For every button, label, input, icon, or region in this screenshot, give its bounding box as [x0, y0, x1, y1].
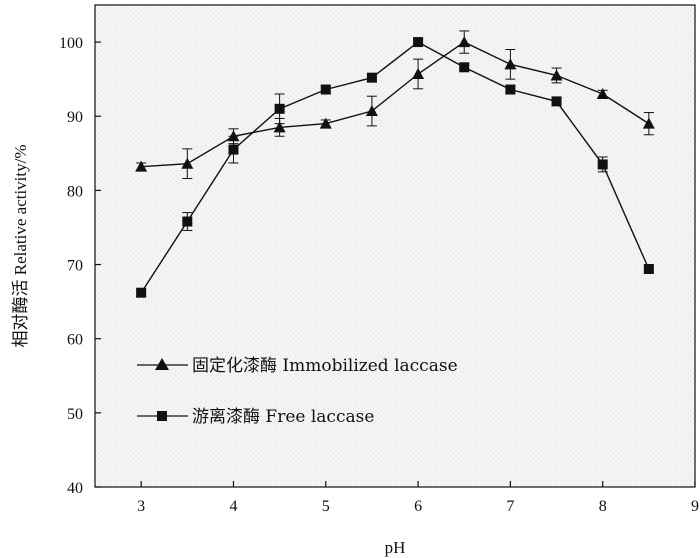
y-tick-label: 70 — [67, 258, 83, 275]
data-point-triangle — [458, 36, 471, 48]
legend-label-immobilized: 固定化漆酶 Immobilized laccase — [192, 356, 458, 376]
x-tick-label: 3 — [137, 498, 145, 515]
y-tick-label: 60 — [67, 332, 83, 349]
y-tick-label: 100 — [59, 35, 83, 52]
x-tick-label: 7 — [506, 498, 514, 515]
triangle-marker-icon — [155, 358, 169, 370]
x-axis-title: pH — [385, 538, 406, 557]
data-point-square — [182, 216, 193, 227]
data-point-triangle — [365, 105, 378, 117]
data-point-square — [366, 72, 377, 83]
x-tick-label: 4 — [229, 498, 237, 515]
y-tick-label: 80 — [67, 183, 83, 200]
data-point-square — [228, 144, 239, 155]
data-point-triangle — [504, 58, 517, 70]
y-tick-label: 40 — [67, 480, 83, 497]
legend-item-immobilized: 固定化漆酶 Immobilized laccase — [137, 356, 458, 376]
data-point-triangle — [596, 87, 609, 99]
data-point-triangle — [642, 117, 655, 129]
plot-frame — [94, 4, 696, 488]
x-tick-label: 6 — [414, 498, 422, 515]
data-point-square — [320, 84, 331, 95]
x-tick-label: 9 — [691, 498, 699, 515]
data-point-square — [274, 103, 285, 114]
axis-ticks: 3 4 5 6 7 8 9 40 50 60 70 80 90 100 — [59, 35, 699, 515]
data-point-square — [643, 263, 654, 274]
square-marker-icon — [157, 411, 167, 421]
data-point-square — [551, 96, 562, 107]
x-tick-label: 5 — [322, 498, 330, 515]
data-point-triangle — [135, 160, 148, 172]
legend-label-free: 游离漆酶 Free laccase — [192, 407, 374, 427]
data-point-triangle — [181, 157, 194, 169]
series-layer — [135, 30, 655, 298]
data-point-square — [505, 84, 516, 95]
plot-area — [95, 5, 695, 487]
data-point-square — [597, 159, 608, 170]
data-point-square — [136, 287, 147, 298]
series-free — [136, 37, 654, 298]
data-point-square — [413, 37, 424, 48]
series-line-free — [140, 41, 650, 294]
legend: 固定化漆酶 Immobilized laccase 游离漆酶 Free lacc… — [137, 356, 458, 427]
data-point-square — [459, 62, 470, 73]
legend-item-free: 游离漆酶 Free laccase — [137, 407, 374, 427]
y-tick-label: 50 — [67, 406, 83, 423]
data-point-triangle — [550, 69, 563, 81]
y-axis-title: 相对酶活 Relative activity/% — [11, 144, 30, 347]
x-tick-label: 8 — [599, 498, 607, 515]
data-point-triangle — [273, 121, 286, 133]
series-line-immobilized — [141, 41, 650, 168]
data-point-triangle — [412, 67, 425, 79]
data-point-triangle — [319, 117, 332, 129]
y-tick-label: 90 — [67, 109, 83, 126]
